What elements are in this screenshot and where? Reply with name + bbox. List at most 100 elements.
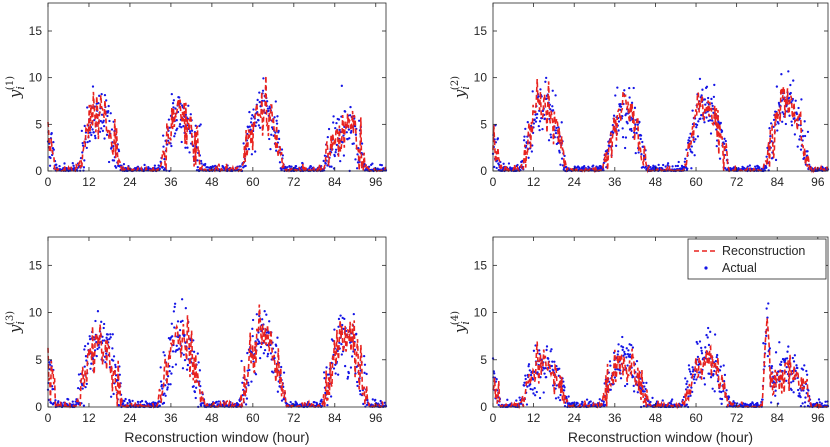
actual-point	[351, 355, 354, 358]
actual-point	[696, 342, 699, 345]
actual-point	[649, 400, 652, 404]
x-tick-label: 60	[689, 411, 703, 425]
actual-point	[332, 121, 335, 124]
x-tick-label: 36	[164, 175, 178, 189]
actual-point	[192, 350, 196, 353]
x-tick-label: 72	[287, 175, 301, 189]
actual-point	[173, 302, 177, 305]
actual-point	[112, 359, 115, 362]
actual-point	[170, 93, 173, 96]
actual-point	[550, 348, 553, 351]
actual-point	[158, 404, 161, 407]
x-axis-label: Reconstruction window (hour)	[124, 429, 309, 445]
actual-point	[250, 153, 254, 156]
actual-point	[695, 126, 698, 129]
actual-point	[350, 129, 353, 133]
actual-point	[674, 164, 677, 168]
actual-point	[269, 147, 272, 151]
legend: Reconstruction Actual	[687, 238, 827, 280]
actual-point	[280, 148, 284, 151]
y-tick-label: 0	[480, 164, 487, 178]
actual-point	[765, 155, 768, 158]
actual-point	[563, 386, 566, 389]
actual-point	[91, 128, 94, 131]
actual-point	[184, 307, 187, 310]
actual-point	[585, 398, 589, 401]
actual-point	[257, 119, 260, 122]
actual-point	[83, 365, 86, 368]
actual-point	[82, 166, 86, 169]
actual-point	[558, 398, 562, 402]
actual-point	[161, 134, 165, 137]
y-tick-label: 10	[29, 71, 43, 85]
actual-point	[282, 371, 286, 374]
actual-point	[107, 109, 110, 113]
actual-point	[164, 384, 167, 387]
actual-point	[790, 124, 794, 127]
actual-point	[711, 387, 714, 390]
actual-point	[530, 150, 534, 153]
actual-point	[680, 164, 684, 168]
actual-point	[684, 157, 687, 160]
actual-point	[147, 165, 150, 169]
actual-point	[799, 148, 803, 151]
actual-point	[48, 142, 51, 145]
y-tick-label: 15	[29, 24, 43, 38]
chart-panel-3: 0 12 24 36 48 60 72 84 96 0 5 10 15 yi(3) Reconstructi…	[5, 236, 388, 445]
actual-point	[716, 353, 719, 357]
x-tick-label: 84	[328, 175, 342, 189]
actual-point	[765, 166, 768, 169]
actual-point	[777, 122, 780, 125]
actual-point	[790, 120, 793, 123]
actual-point	[337, 325, 340, 328]
actual-point	[634, 123, 637, 126]
actual-point	[801, 402, 804, 405]
actual-point	[534, 120, 538, 123]
actual-point	[796, 145, 799, 148]
actual-point	[98, 346, 101, 349]
actual-point	[550, 364, 554, 368]
x-tick-label: 60	[689, 175, 703, 189]
actual-point	[244, 164, 247, 167]
actual-point	[126, 401, 129, 405]
actual-point	[539, 88, 542, 91]
actual-point	[727, 396, 731, 399]
x-tick-label: 96	[811, 411, 825, 425]
x-tick-label: 48	[649, 175, 663, 189]
actual-point	[617, 120, 621, 123]
actual-point	[363, 371, 366, 374]
actual-point	[766, 354, 770, 358]
actual-point	[722, 389, 725, 393]
actual-point	[543, 372, 546, 375]
actual-point	[632, 390, 636, 393]
x-tick-label: 36	[608, 411, 622, 425]
actual-point	[102, 326, 105, 330]
y-tick-label: 15	[29, 258, 43, 272]
actual-point	[180, 140, 183, 144]
actual-point	[609, 364, 612, 367]
actual-point	[643, 390, 646, 393]
actual-point	[626, 122, 629, 125]
actual-point	[787, 345, 790, 348]
actual-point	[255, 121, 258, 124]
actual-point	[798, 138, 801, 141]
actual-point	[117, 149, 121, 153]
actual-point	[276, 390, 280, 393]
actual-point	[114, 365, 117, 369]
actual-point	[625, 356, 628, 359]
actual-point	[718, 157, 722, 160]
actual-point	[547, 357, 550, 360]
actual-point	[280, 399, 284, 402]
actual-point	[790, 381, 793, 384]
y-tick-label: 10	[474, 306, 488, 320]
actual-point	[639, 134, 643, 137]
actual-point	[531, 90, 534, 93]
actual-point	[240, 359, 243, 363]
actual-point	[172, 310, 176, 313]
actual-point	[109, 336, 112, 339]
actual-point	[251, 114, 254, 117]
actual-point	[185, 368, 189, 371]
x-tick-label: 60	[246, 411, 260, 425]
actual-point	[124, 397, 127, 401]
actual-point	[81, 151, 84, 154]
